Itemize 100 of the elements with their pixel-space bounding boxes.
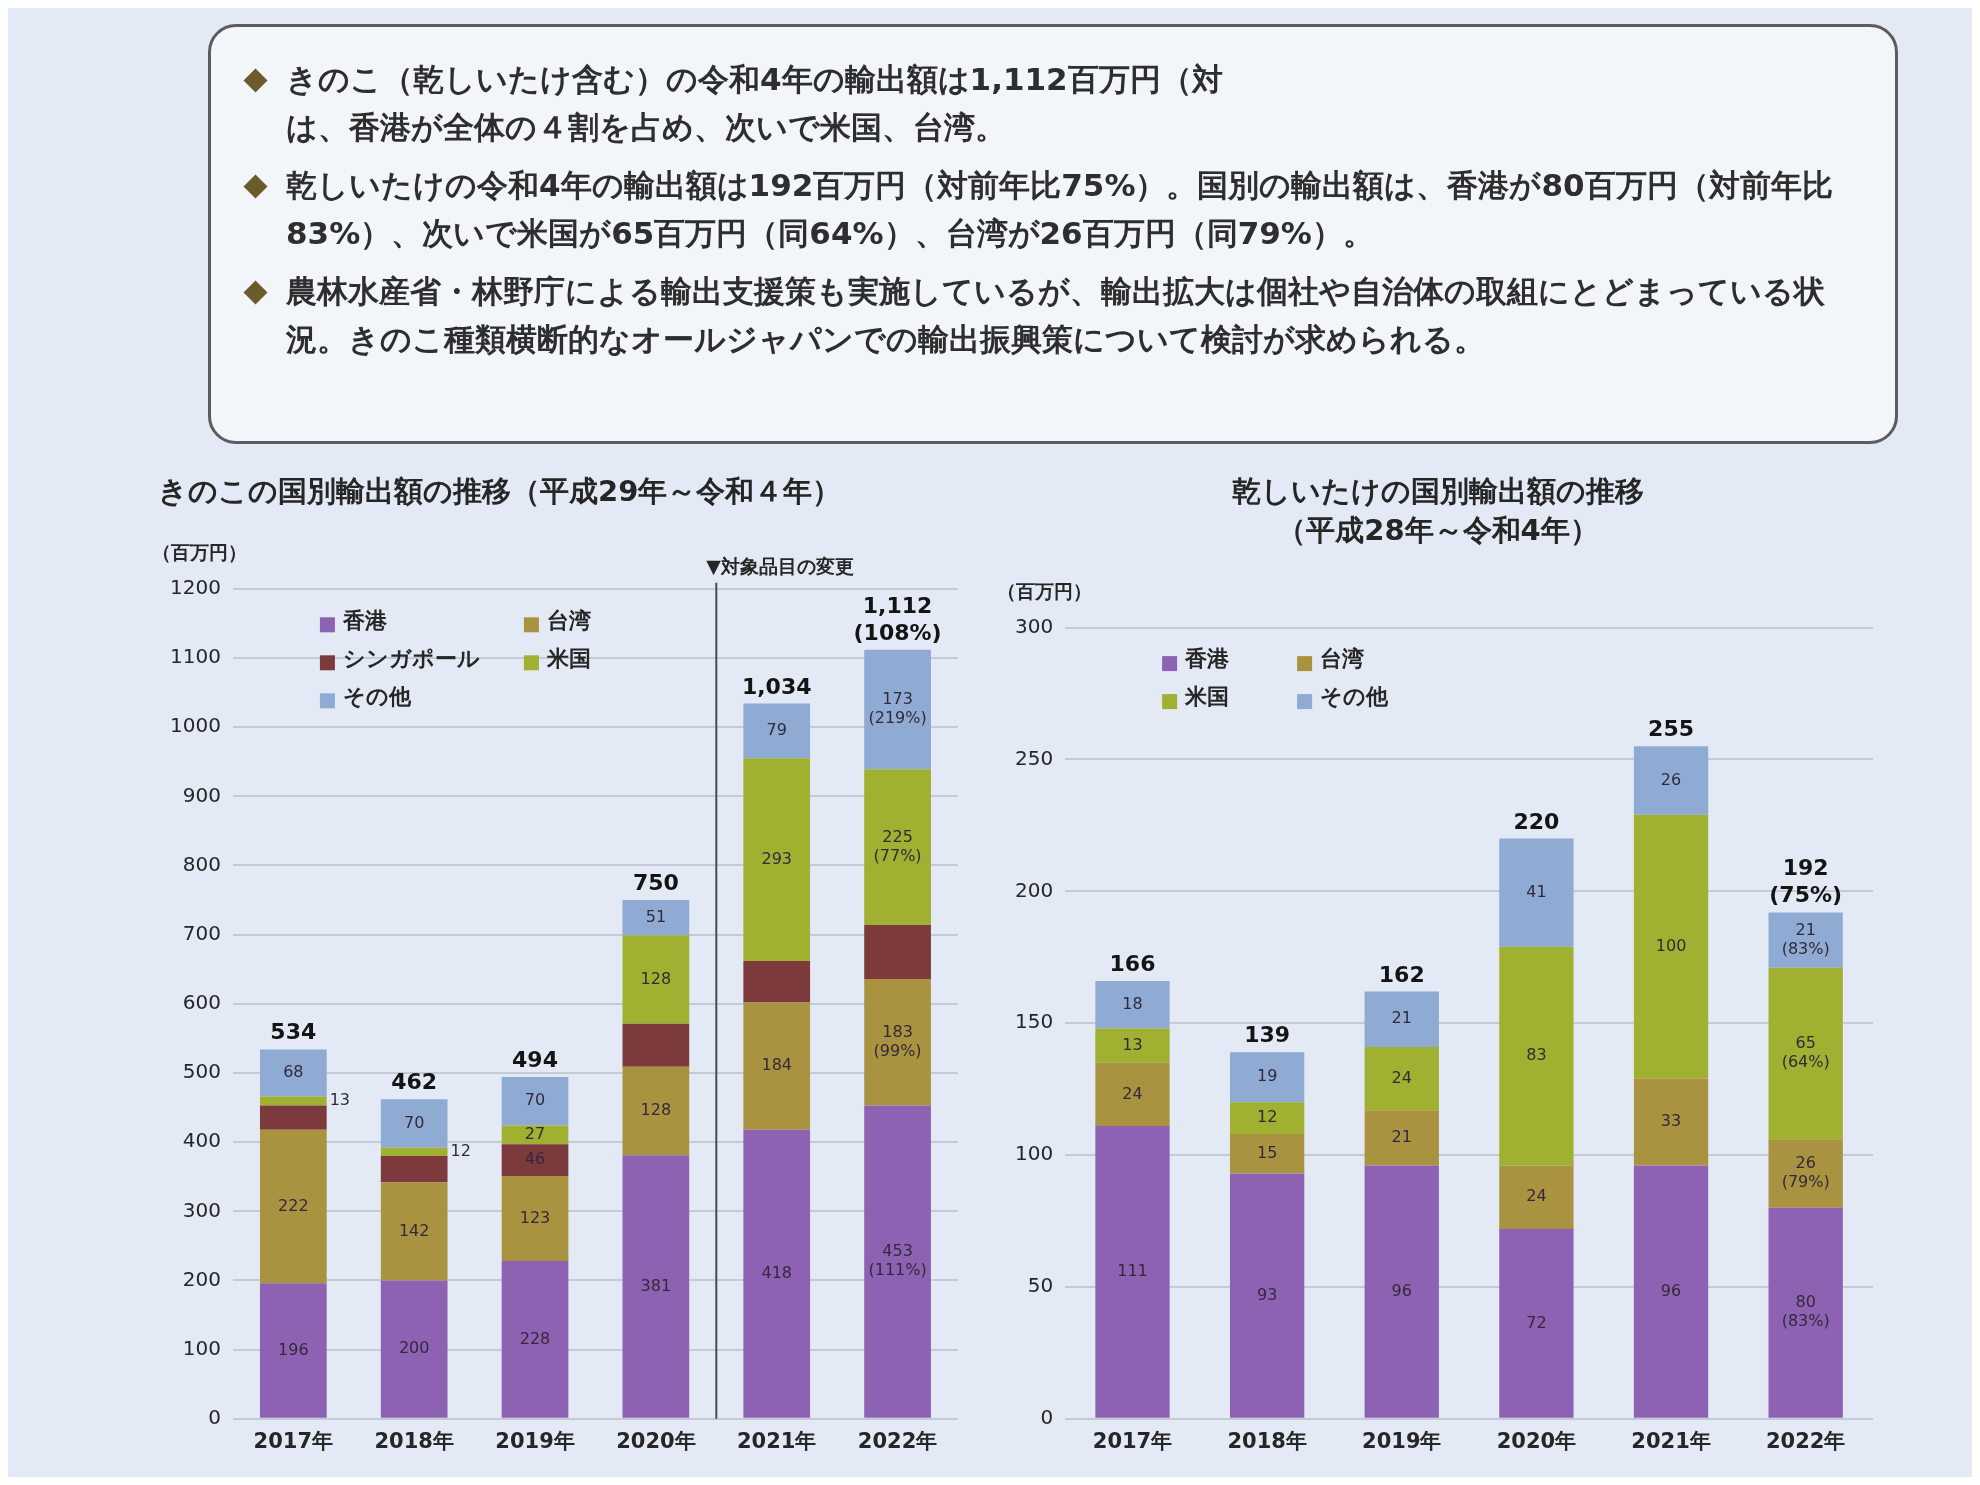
data-label: 80 (83%)	[1781, 1292, 1830, 1331]
x-tick-label: 2018年	[374, 1428, 454, 1453]
y-tick-label: 700	[182, 920, 221, 945]
data-label: 21	[1391, 1008, 1412, 1028]
bar	[1633, 814, 1709, 1079]
data-label: 100	[1655, 935, 1687, 955]
data-label: 15	[1256, 1142, 1278, 1162]
data-label: 19	[1256, 1066, 1278, 1086]
bar	[1095, 981, 1170, 1029]
legend-label: 香港	[341, 607, 388, 633]
bar	[1364, 1165, 1439, 1418]
bar	[743, 703, 811, 759]
data-label: 183 (99%)	[873, 1021, 922, 1060]
bar	[864, 978, 931, 1106]
bar	[864, 649, 931, 770]
data-label: 13	[329, 1090, 351, 1110]
bar	[1229, 1052, 1305, 1103]
total-label: 220	[1513, 808, 1560, 834]
y-tick-label: 500	[182, 1059, 221, 1084]
data-label: 142	[398, 1220, 430, 1240]
data-label: 24	[1391, 1067, 1412, 1087]
bar	[622, 900, 690, 936]
y-tick-label: 0	[208, 1405, 221, 1429]
data-label: 41	[1526, 881, 1547, 901]
bar	[1229, 1173, 1305, 1418]
data-label: 200	[398, 1338, 430, 1358]
data-label: 222	[278, 1195, 309, 1215]
bar	[1364, 1110, 1439, 1166]
data-label: 65 (64%)	[1781, 1033, 1830, 1072]
y-tick-label: 900	[182, 782, 221, 807]
y-tick-label: 400	[182, 1128, 221, 1153]
bar	[622, 935, 690, 1024]
legend-label: 米国	[545, 645, 591, 671]
bar	[1095, 1062, 1170, 1127]
data-label: 72	[1526, 1312, 1547, 1332]
data-label: 68	[283, 1062, 304, 1082]
bar	[259, 1283, 327, 1418]
data-label: 18	[1122, 993, 1143, 1013]
total-label: 162	[1378, 961, 1425, 987]
bar	[259, 1129, 327, 1284]
y-axis-title: （百万円）	[152, 540, 247, 563]
bar	[380, 1280, 448, 1418]
total-label: 139	[1244, 1022, 1291, 1048]
bar	[380, 1182, 448, 1281]
y-tick-label: 200	[1014, 877, 1054, 902]
data-label: 24	[1122, 1083, 1143, 1103]
bar	[259, 1049, 327, 1097]
data-label: 184	[761, 1055, 792, 1075]
total-label: 255	[1648, 716, 1695, 742]
legend-label: 米国	[1184, 684, 1230, 710]
data-label: 173 (219%)	[868, 689, 927, 728]
data-label: 96	[1391, 1280, 1412, 1300]
bar	[1499, 1165, 1574, 1229]
data-label: 111	[1117, 1261, 1148, 1281]
data-label: 13	[1122, 1034, 1143, 1054]
data-label: 93	[1256, 1284, 1278, 1304]
bar	[864, 924, 931, 979]
chart-title: 乾しいたけの国別輸出額の推移	[1232, 473, 1644, 508]
bar	[1229, 1133, 1305, 1174]
data-label: 12	[450, 1140, 471, 1160]
total-label: 534	[270, 1019, 317, 1045]
y-tick-label: 50	[1027, 1273, 1054, 1298]
data-label: 128	[640, 968, 672, 988]
x-tick-label: 2022年	[857, 1428, 938, 1453]
data-label: 70	[524, 1090, 546, 1110]
bar	[1499, 838, 1574, 947]
x-tick-label: 2017年	[253, 1428, 334, 1453]
data-label: 33	[1660, 1111, 1682, 1131]
data-label: 46	[524, 1149, 546, 1169]
bar	[743, 1129, 811, 1418]
data-label: 27	[524, 1124, 546, 1144]
x-tick-label: 2019年	[1362, 1428, 1442, 1453]
text: は、香港が全体の４割を占め、次いで米国、台湾。	[286, 108, 1006, 148]
y-tick-label: 1200	[169, 575, 221, 599]
y-tick-label: 300	[1014, 613, 1054, 638]
data-label: 24	[1526, 1186, 1547, 1206]
data-label: 96	[1660, 1280, 1682, 1300]
x-tick-label: 2022年	[1765, 1428, 1846, 1453]
x-tick-label: 2019年	[495, 1428, 575, 1453]
chart-title: きのこの国別輸出額の推移（平成29年～令和４年）	[158, 473, 842, 508]
legend-label: その他	[1320, 684, 1390, 710]
bar	[1229, 1102, 1305, 1134]
total-label: 494	[512, 1047, 558, 1073]
bar	[1768, 912, 1843, 968]
bar	[1633, 1078, 1709, 1166]
bar	[1364, 991, 1439, 1047]
bar	[380, 1147, 448, 1156]
y-tick-label: 1100	[169, 644, 221, 669]
bar	[1768, 1207, 1843, 1418]
bar	[1499, 946, 1574, 1166]
data-label: 21 (83%)	[1781, 919, 1830, 958]
bar	[501, 1176, 569, 1262]
y-tick-label: 1000	[169, 713, 221, 738]
text: 乾しいたけの令和4年の輸出額は192百万円（対前年比75%）。国別の輸出額は、香港が80百万円（対前年比83%）、次いで米国が65百万円（同64%）、台湾が26百万円（同79%）。	[286, 166, 1834, 254]
bar	[1095, 1028, 1170, 1063]
x-tick-label: 2021年	[1631, 1428, 1711, 1453]
bar	[501, 1144, 569, 1177]
bar	[501, 1261, 569, 1418]
bar	[743, 1002, 811, 1130]
data-label: 123	[519, 1207, 551, 1227]
